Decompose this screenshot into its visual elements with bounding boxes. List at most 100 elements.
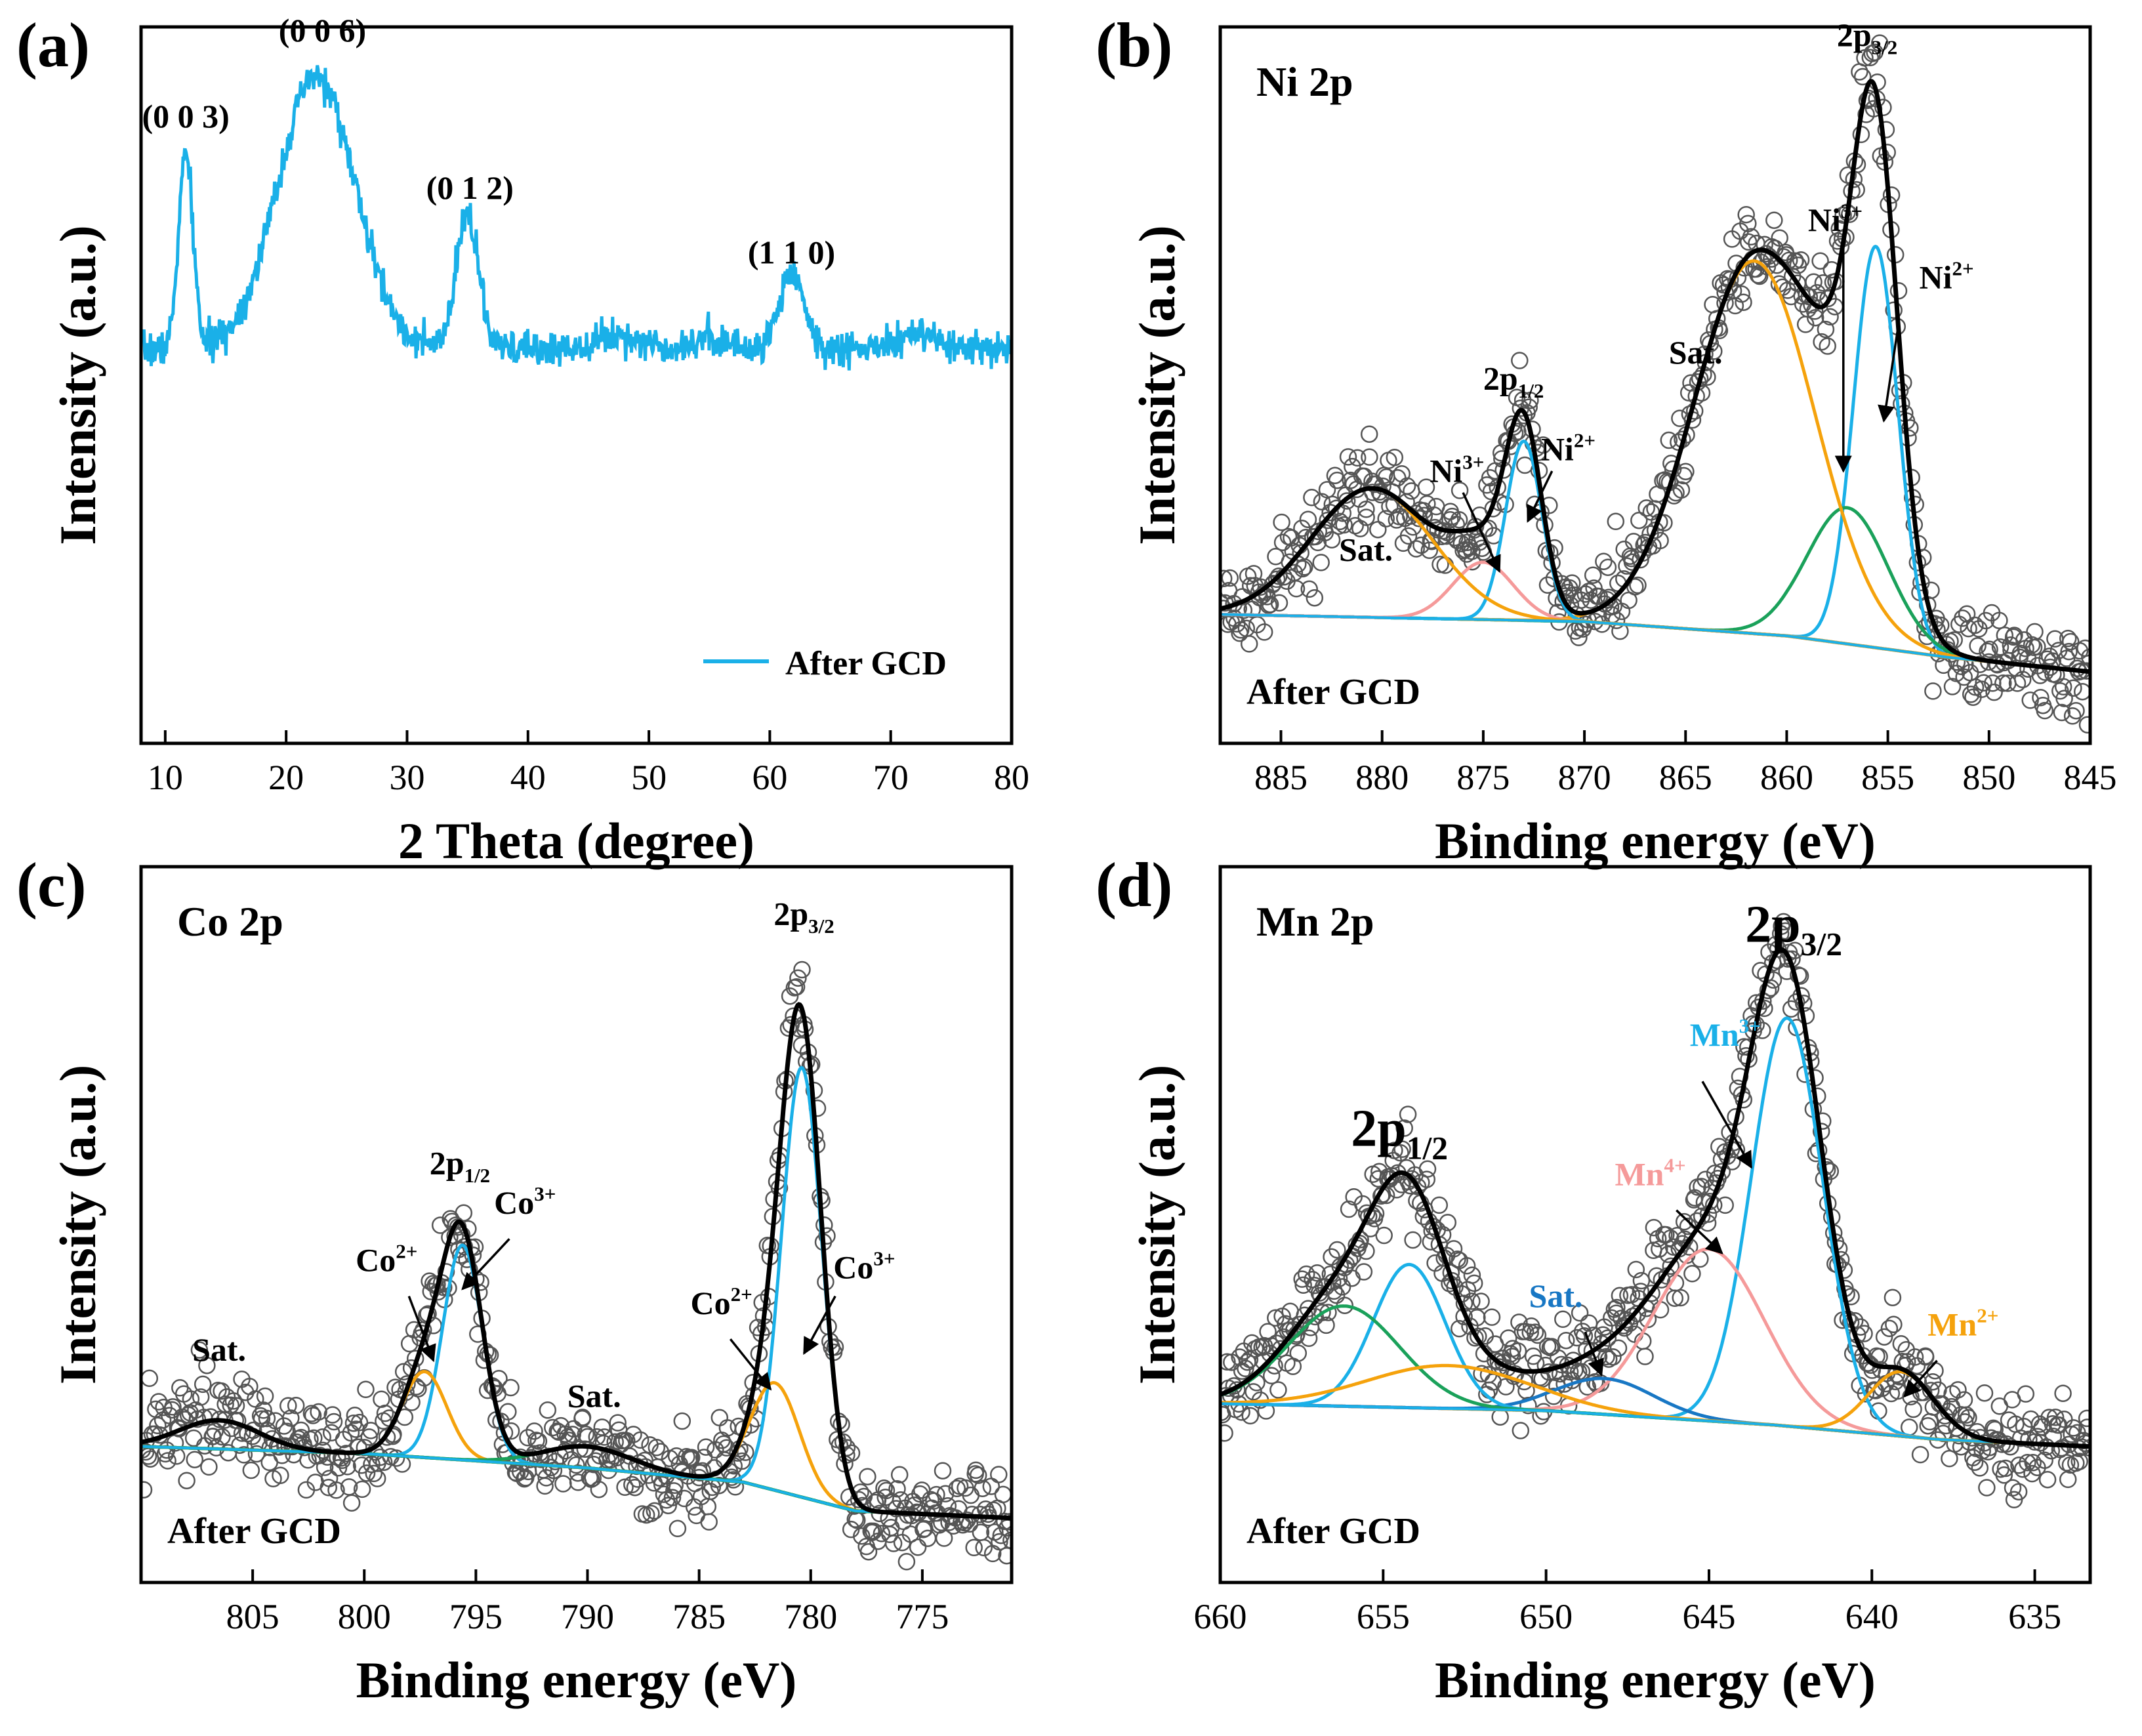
data-point [1231, 624, 1248, 642]
data-point [1619, 1286, 1637, 1304]
data-point [304, 1407, 322, 1424]
data-point [373, 1390, 390, 1408]
data-point [1924, 682, 1942, 700]
data-point [669, 1519, 687, 1538]
data-point [882, 1519, 900, 1537]
data-point [1351, 520, 1369, 538]
data-point [1437, 527, 1456, 545]
data-point [1649, 1230, 1667, 1248]
data-point [1220, 615, 1237, 633]
data-point [1512, 1422, 1530, 1439]
data-point [1344, 457, 1361, 476]
data-point [1981, 640, 1998, 659]
data-point [242, 1461, 260, 1479]
y-axis-label: Intensity (a.u.) [1128, 225, 1185, 545]
data-point [1311, 1287, 1330, 1304]
data-point [1645, 1241, 1662, 1260]
data-point [190, 1341, 209, 1359]
x-tick-label: 655 [1357, 1597, 1410, 1636]
annotation-text: Co [494, 1184, 534, 1221]
panel-title: Mn 2p [1256, 898, 1374, 945]
data-point [233, 1370, 251, 1388]
data-point [1737, 205, 1755, 224]
data-point [1969, 637, 1987, 655]
data-point [2032, 688, 2049, 707]
data-point [1629, 576, 1647, 594]
x-tick-label: 660 [1194, 1597, 1247, 1636]
x-axis-label: Binding energy (eV) [356, 1651, 797, 1708]
annotation-sup: 3+ [873, 1247, 895, 1270]
data-point [1273, 513, 1290, 531]
data-point [1662, 1257, 1680, 1275]
data-point [1393, 1140, 1411, 1158]
data-point [1926, 1361, 1944, 1380]
data-point [1947, 665, 1966, 682]
annotation: Mn4+ [1615, 1153, 1685, 1192]
data-point [1334, 504, 1352, 522]
data-point [2059, 629, 2077, 648]
data-point [1300, 580, 1318, 598]
data-point [1240, 635, 1258, 653]
x-tick-label: 865 [1659, 758, 1712, 797]
data-point [1248, 615, 1266, 634]
data-point [2070, 642, 2089, 660]
background-line [141, 1445, 1012, 1519]
data-point [897, 1553, 916, 1571]
annotation-text: Co [691, 1285, 731, 1321]
data-point [198, 1356, 216, 1374]
data-point [944, 1517, 962, 1535]
data-point [1880, 1319, 1899, 1338]
annotation-text: Mn [1615, 1155, 1664, 1192]
annotation-arrow [1584, 1331, 1604, 1377]
data-point [297, 1481, 316, 1499]
data-point [1399, 1106, 1417, 1123]
data-point [1990, 1397, 2009, 1415]
data-point [1524, 1347, 1542, 1365]
data-point [325, 1413, 343, 1431]
data-point [1689, 1178, 1706, 1196]
data-point [1345, 1188, 1363, 1206]
data-point [209, 1382, 227, 1399]
data-point [966, 1465, 984, 1483]
data-point [329, 1459, 348, 1477]
data-point [1426, 1254, 1444, 1272]
y-axis-label: Intensity (a.u.) [49, 1065, 106, 1385]
plot-frame [1218, 865, 2092, 1584]
data-point [1361, 448, 1378, 466]
data-point [1369, 520, 1387, 539]
data-point [1683, 1265, 1701, 1283]
annotation-sup: 3+ [1739, 1014, 1761, 1037]
x-axis-label: Binding energy (eV) [1435, 812, 1876, 869]
data-point [1293, 519, 1311, 537]
data-point [442, 1210, 459, 1228]
x-tick-label: 30 [389, 758, 424, 797]
data-point [948, 1479, 966, 1498]
data-point [1839, 166, 1857, 184]
data-point [1538, 576, 1557, 594]
data-point [218, 1388, 236, 1406]
data-point [1360, 425, 1378, 443]
data-point [292, 1421, 310, 1439]
annotation-sup: 2+ [1574, 429, 1596, 452]
data-point [194, 1375, 212, 1394]
data-point [346, 1407, 364, 1424]
data-point [890, 1466, 909, 1484]
data-points [1220, 913, 2090, 1509]
data-point [308, 1447, 326, 1465]
data-point [688, 1506, 705, 1525]
annotation-sup: 2+ [1977, 1304, 1998, 1327]
x-tick-label: 70 [873, 758, 909, 797]
annotation-text: Ni [1430, 452, 1462, 489]
data-point [525, 1422, 543, 1440]
data-point [1318, 481, 1336, 499]
data-point [1834, 206, 1852, 224]
data-point [951, 1478, 969, 1495]
data-point [519, 1429, 537, 1447]
data-point [431, 1216, 449, 1234]
data-point [1511, 352, 1529, 369]
data-point [1821, 308, 1839, 326]
data-point [2023, 1464, 2041, 1483]
data-point [779, 1019, 798, 1037]
data-point [869, 1491, 887, 1509]
